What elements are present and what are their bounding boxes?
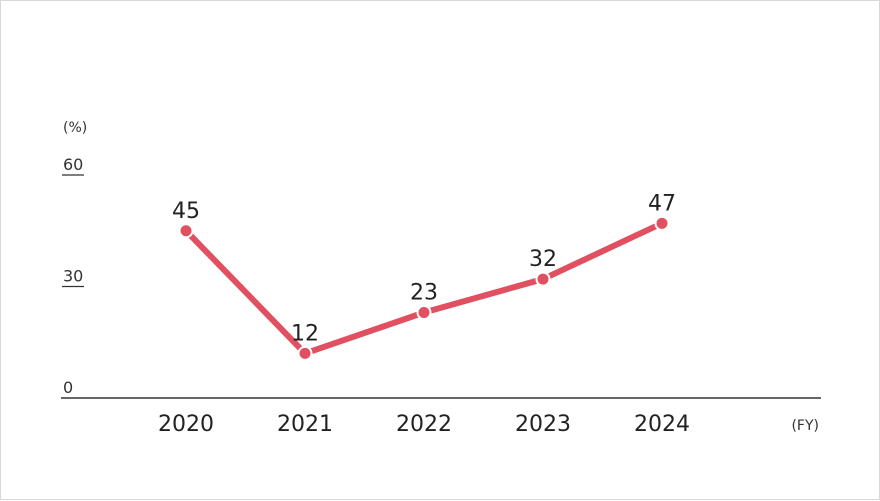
- y-tick-group: 0 30 60: [62, 155, 84, 397]
- x-axis-unit-label: (FY): [791, 418, 819, 434]
- data-point-group: [178, 215, 670, 361]
- x-tick-label: 2024: [634, 412, 690, 437]
- y-axis-unit-label: (%): [63, 120, 87, 136]
- data-label: 45: [172, 199, 200, 224]
- data-point: [297, 345, 313, 361]
- data-label: 12: [291, 321, 319, 346]
- data-point: [654, 215, 670, 231]
- x-tick-group: 2020 2021 2022 2023 2024: [158, 412, 690, 437]
- data-label-group: 45 12 23 32 47: [172, 191, 676, 346]
- y-tick-label: 0: [63, 378, 73, 397]
- data-label: 47: [648, 191, 676, 216]
- data-point: [416, 305, 432, 321]
- x-tick-label: 2020: [158, 412, 214, 437]
- data-label: 23: [410, 281, 438, 306]
- x-tick-label: 2021: [277, 412, 333, 437]
- x-tick-label: 2022: [396, 412, 452, 437]
- y-tick-label: 60: [63, 155, 83, 174]
- data-label: 32: [529, 247, 557, 272]
- data-point: [178, 223, 194, 239]
- data-point: [535, 271, 551, 287]
- x-tick-label: 2023: [515, 412, 571, 437]
- y-tick-label: 30: [63, 267, 83, 286]
